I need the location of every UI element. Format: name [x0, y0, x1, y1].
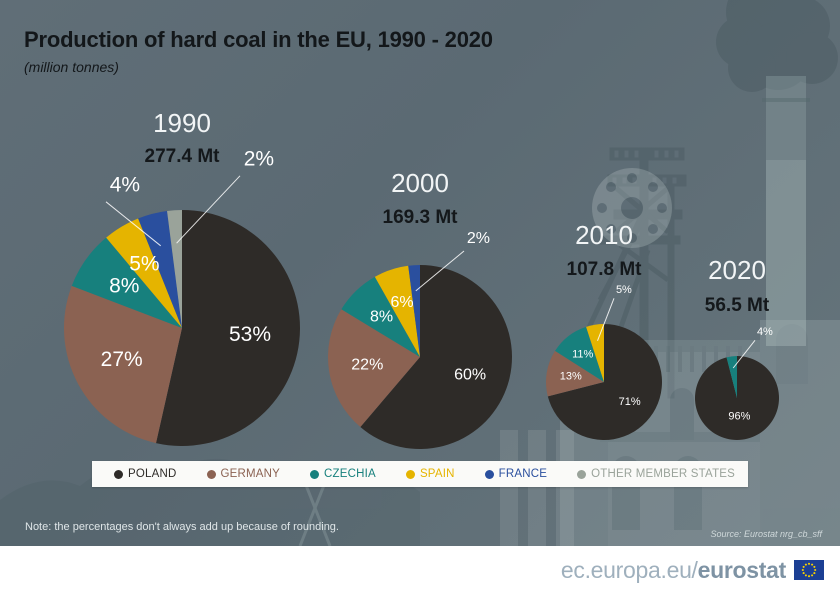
legend: POLAND GERMANY CZECHIA SPAIN FRANCE OTHER MEM…: [92, 461, 748, 487]
eu-flag-icon: [794, 560, 824, 580]
pie-slice-spain-1990[interactable]: [106, 218, 182, 328]
pie-label-other-member-states-1990: 2%: [244, 148, 274, 171]
legend-item-czechia[interactable]: CZECHIA: [310, 468, 376, 480]
pie-slice-poland-2020[interactable]: [695, 356, 780, 440]
pie-label-germany-2000: 22%: [351, 357, 383, 374]
pie-slice-poland-2010[interactable]: [547, 324, 662, 441]
pie-slice-germany-2010[interactable]: [545, 350, 604, 397]
pie-label-czechia-1990: 8%: [109, 274, 139, 297]
pie-chart-1990: 53% 27% 8%5% 4% 2%: [64, 148, 300, 447]
legend-dot-icon: [577, 469, 587, 479]
pie-slice-spain-2010[interactable]: [586, 324, 604, 382]
legend-label: OTHER MEMBER STATES: [591, 468, 736, 480]
footer-url-prefix: ec.europa.eu/: [560, 556, 698, 583]
legend-label: FRANCE: [498, 468, 548, 480]
pie-chart-2020: 96% 4%: [695, 326, 780, 440]
legend-label: GERMANY: [220, 468, 281, 480]
pie-label-poland-1990: 53%: [229, 323, 271, 346]
legend-item-germany[interactable]: GERMANY: [206, 468, 281, 480]
pie-year-1990: 1990: [153, 108, 211, 138]
pie-slice-czechia-2010[interactable]: [555, 326, 604, 382]
pie-label-poland-2000: 60%: [454, 367, 486, 384]
pie-label-spain-2000: 6%: [390, 294, 413, 311]
pie-slice-other-member-states-1990[interactable]: [167, 210, 182, 328]
pie-label-poland-2010: 71%: [619, 396, 641, 408]
pie-slice-germany-2000[interactable]: [328, 309, 420, 428]
pie-chart-2010: 71% 13% 11% 5%: [545, 284, 662, 441]
legend-item-poland[interactable]: POLAND: [114, 468, 177, 480]
pie-callout-line-1990-5: [176, 175, 241, 244]
pie-label-france-1990: 4%: [110, 174, 140, 197]
legend-dot-icon: [310, 469, 320, 479]
legend-item-other-member-states[interactable]: OTHER MEMBER STATES: [577, 468, 735, 480]
pie-label-czechia-2010: 11%: [572, 348, 593, 360]
legend-dot-icon: [484, 469, 494, 479]
pie-total-2000: 169.3 Mt: [382, 207, 458, 228]
pie-callout-line-1990-4: [105, 201, 162, 247]
background-stripes: [500, 430, 574, 546]
pie-label-germany-2010: 13%: [560, 371, 582, 383]
footer-url[interactable]: ec.europa.eu/eurostat: [561, 557, 786, 584]
pie-year-2000: 2000: [391, 168, 449, 198]
pie-slice-germany-1990[interactable]: [64, 285, 182, 444]
pie-label-poland-2020: 96%: [728, 411, 750, 423]
pie-label-czechia-2020: 4%: [757, 326, 773, 338]
pie-label-spain-1990: 5%: [129, 253, 159, 276]
source-note: Source: Eurostat nrg_cb_sff: [710, 529, 822, 539]
legend-label: SPAIN: [419, 468, 455, 480]
pie-label-germany-1990: 27%: [101, 348, 143, 371]
legend-dot-icon: [405, 469, 415, 479]
legend-item-spain[interactable]: SPAIN: [405, 468, 455, 480]
rounding-note: Note: the percentages don't always add u…: [25, 521, 339, 533]
pie-slice-poland-2000[interactable]: [360, 265, 513, 449]
pie-slice-france-1990[interactable]: [138, 210, 182, 328]
footer-url-brand: eurostat: [697, 556, 787, 583]
footer: ec.europa.eu/eurostat: [0, 546, 840, 594]
pie-slice-czechia-2000[interactable]: [341, 276, 420, 357]
pie-slice-poland-1990[interactable]: [156, 210, 300, 447]
pie-slice-france-2000[interactable]: [408, 265, 420, 357]
pie-total-1990: 277.4 Mt: [144, 146, 220, 167]
pie-label-spain-2010: 5%: [616, 284, 632, 296]
pie-year-2010: 2010: [575, 220, 633, 250]
pie-callout-line-2020-1: [732, 339, 756, 369]
legend-label: CZECHIA: [324, 468, 376, 480]
winding-wheel-icon: [592, 168, 672, 248]
pie-callout-line-2000-4: [415, 250, 465, 292]
legend-label: POLAND: [128, 468, 177, 480]
pie-slice-spain-2000[interactable]: [374, 265, 420, 357]
page-subtitle: (million tonnes): [24, 59, 119, 75]
legend-dot-icon: [206, 469, 216, 479]
pie-callout-line-2010-3: [597, 298, 615, 341]
pie-year-2020: 2020: [708, 255, 766, 285]
pie-label-france-2000: 2%: [467, 230, 490, 247]
legend-dot-icon: [114, 469, 123, 479]
page-title: Production of hard coal in the EU, 1990 …: [24, 27, 493, 52]
chimney-icon: [762, 76, 810, 346]
smoke-icon: [716, 0, 838, 92]
pie-slice-czechia-1990[interactable]: [71, 237, 182, 328]
pie-total-2010: 107.8 Mt: [566, 259, 642, 280]
pie-chart-2000: 60% 22% 8%6% 2%: [328, 230, 513, 449]
pie-total-2020: 56.5 Mt: [704, 295, 770, 316]
legend-item-france[interactable]: FRANCE: [484, 468, 548, 480]
pie-label-czechia-2000: 8%: [370, 309, 393, 326]
